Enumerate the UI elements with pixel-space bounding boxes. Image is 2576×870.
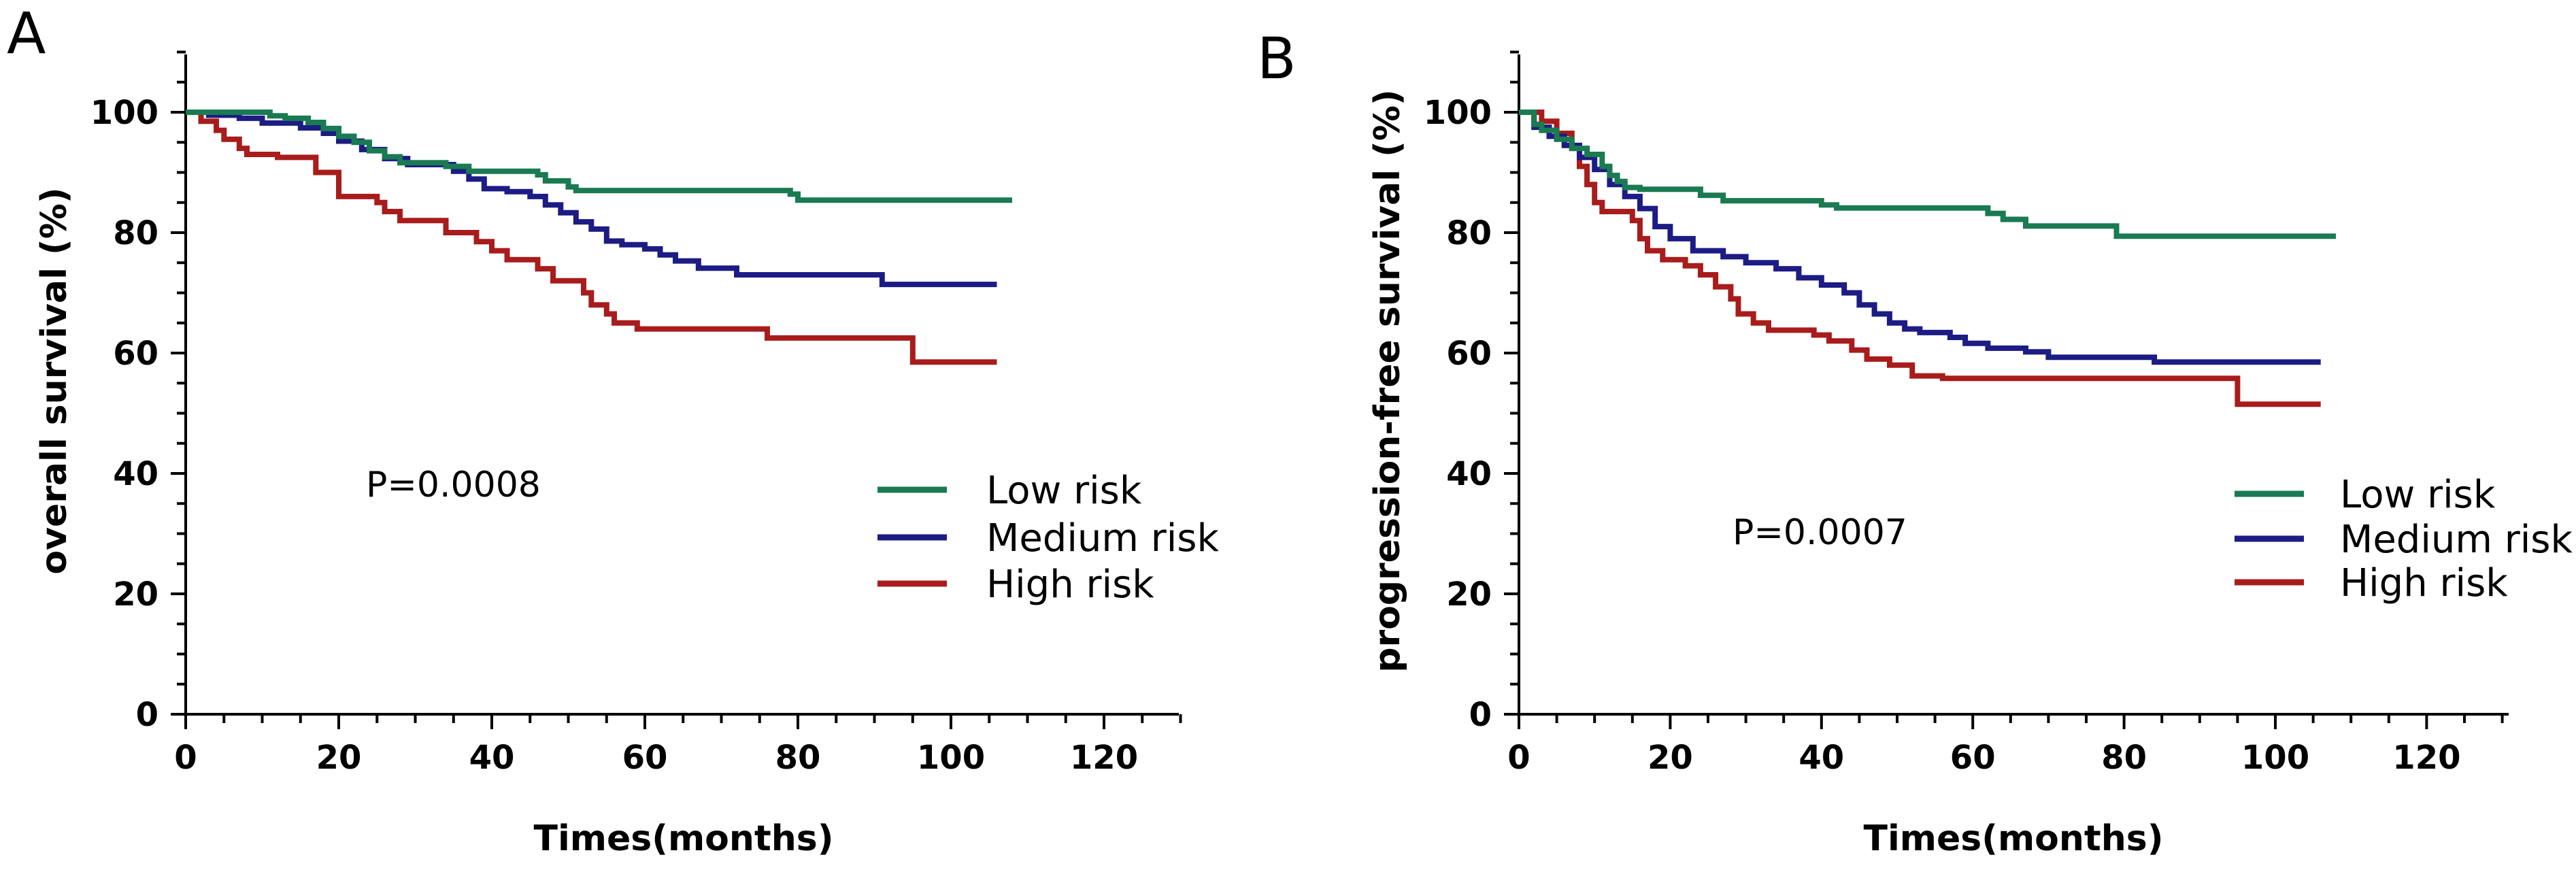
panel-b-x-axis-title: Times(months) [1864, 818, 2164, 859]
panel-b: B 0 20 40 60 80 100 120 0 20 40 60 80 100 Times(mont… [1257, 25, 2573, 859]
panel-b-x-tick-label: 120 [2392, 739, 2460, 777]
panel-b-p-value: P=0.0007 [1733, 512, 1907, 553]
panel-b-series-low-risk [1519, 110, 2336, 239]
panel-a-y-tick-label: 20 [113, 575, 158, 614]
panel-a-series-medium-risk [186, 110, 997, 288]
panel-a-x-tick-label: 20 [316, 739, 362, 777]
panel-a-series-low-risk [186, 110, 1012, 203]
panel-b-legend-medium-label: Medium risk [2340, 518, 2573, 562]
panel-b-series-medium-risk [1519, 110, 2321, 365]
panel-b-letter: B [1257, 25, 1297, 92]
panel-a-legend-high-label: High risk [986, 563, 1154, 607]
panel-a-y-tick-label: 60 [113, 335, 158, 373]
panel-b-y-axis-title: progression-free survival (%) [1367, 89, 1408, 673]
panel-b-plot: 0 20 40 60 80 100 120 0 20 40 60 80 100 [1424, 50, 2509, 777]
panel-a-x-axis-title: Times(months) [534, 818, 834, 859]
panel-b-x-tick-label: 100 [2241, 739, 2309, 777]
panel-a-y-tick-label: 0 [136, 696, 158, 734]
panel-a-y-tick-label: 100 [90, 94, 158, 132]
panel-b-y-tick-label: 80 [1446, 214, 1492, 252]
panel-b-y-tick-label: 60 [1446, 335, 1492, 373]
panel-b-y-tick-label: 100 [1424, 94, 1492, 132]
panel-b-x-tick-label: 60 [1950, 739, 1996, 777]
panel-a: A 0 20 40 60 80 100 120 0 20 40 60 80 100 Times(mont… [7, 0, 1219, 859]
panel-a-x-tick-label: 100 [917, 739, 985, 777]
panel-a-y-tick-label: 80 [113, 214, 158, 252]
panel-b-y-tick-label: 0 [1469, 696, 1492, 734]
panel-b-x-tick-label: 40 [1799, 739, 1844, 777]
panel-b-legend: Low risk Medium risk High risk [2235, 473, 2573, 605]
panel-a-y-tick-label: 40 [113, 455, 158, 493]
panel-a-legend-medium-label: Medium risk [986, 516, 1219, 561]
panel-a-x-tick-label: 120 [1070, 739, 1138, 777]
panel-b-legend-high-label: High risk [2340, 561, 2508, 605]
panel-b-y-tick-label: 40 [1446, 455, 1492, 493]
panel-a-y-axis-title: overall survival (%) [34, 187, 75, 574]
panel-a-plot: 0 20 40 60 80 100 120 0 20 40 60 80 100 [90, 50, 1182, 777]
panel-a-x-tick-label: 0 [174, 739, 197, 777]
panel-b-x-tick-label: 0 [1507, 739, 1530, 777]
panel-a-series-high-risk [186, 110, 997, 365]
panel-a-legend: Low risk Medium risk High risk [877, 469, 1219, 607]
panel-a-x-tick-label: 60 [622, 739, 668, 777]
panel-b-y-tick-label: 20 [1446, 575, 1492, 614]
panel-a-x-tick-label: 80 [775, 739, 821, 777]
panel-b-x-tick-label: 80 [2101, 739, 2147, 777]
panel-a-p-value: P=0.0008 [366, 465, 541, 505]
panel-b-legend-low-label: Low risk [2340, 473, 2496, 517]
panel-b-series-high-risk [1519, 110, 2321, 407]
panel-b-x-tick-label: 20 [1647, 739, 1693, 777]
panel-a-letter: A [7, 0, 46, 67]
panel-a-legend-low-label: Low risk [986, 469, 1142, 513]
panel-a-x-tick-label: 40 [469, 739, 515, 777]
